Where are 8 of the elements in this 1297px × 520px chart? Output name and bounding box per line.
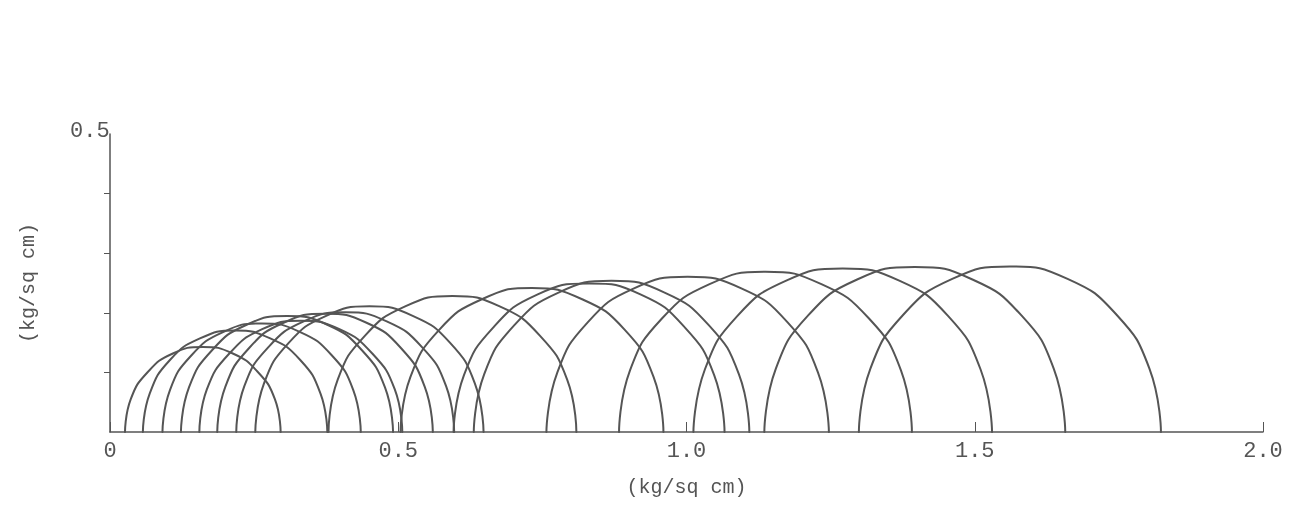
x-tick-label: 0 (103, 438, 117, 464)
text: 0.5 (70, 118, 110, 144)
x-tick-label: 1.5 (954, 438, 995, 464)
x-tick-label: 0.5 (378, 438, 419, 464)
y-axis-title: (kg/sq cm) (16, 222, 40, 344)
x-tick-label: 1.0 (666, 438, 707, 464)
x-axis-title: (kg/sq cm) (626, 475, 747, 499)
x-tick-label: 2.0 (1243, 438, 1283, 464)
